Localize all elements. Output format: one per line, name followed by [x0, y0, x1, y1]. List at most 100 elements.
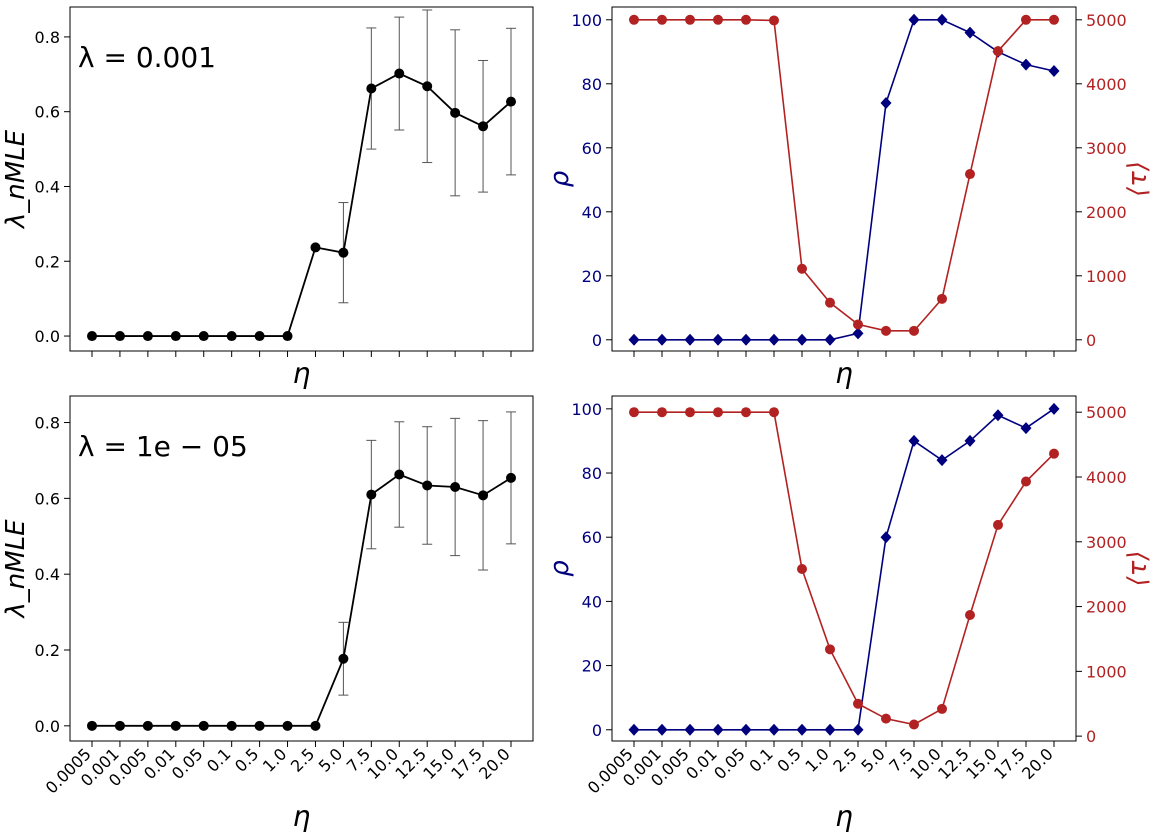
tau-point [797, 263, 807, 274]
y-right-tick-label: 2000 [1086, 203, 1127, 222]
rho-point [712, 333, 724, 346]
data-point [254, 720, 265, 731]
data-point [478, 490, 489, 501]
data-point [422, 480, 433, 491]
y-tick-label: 0.2 [35, 641, 60, 660]
lambda-annotation: λ = 1e − 05 [78, 430, 248, 463]
rho-point [880, 531, 892, 544]
tau-point [825, 644, 835, 655]
rho-point [1048, 65, 1060, 77]
x-tick-label: 0.5 [231, 744, 262, 775]
panel-top-right-rho-tau: 0 20 40 60 80 100 η ρ 0 1000 2000 3000 4000 5000 ⟨τ⟩ [545, 6, 1153, 390]
tau-line [634, 411, 1055, 726]
tau-point [909, 325, 919, 336]
data-point [310, 242, 321, 253]
y-tick-label: 0.2 [35, 252, 60, 271]
data-point [282, 331, 293, 342]
rho-point [1048, 402, 1060, 415]
x-tick-label: 5.0 [315, 744, 346, 775]
y-axis-label: ρ [545, 170, 575, 187]
data-point [87, 720, 97, 731]
y-tick-label: 0.4 [35, 177, 60, 196]
data-point [254, 331, 265, 342]
data-point [170, 720, 181, 731]
tau-point [1021, 14, 1031, 25]
data-point [198, 720, 209, 731]
tau-point [713, 14, 723, 25]
rho-point [712, 723, 724, 736]
data-point [506, 472, 516, 483]
rho-line [634, 408, 1055, 731]
rho-point [628, 723, 640, 736]
tau-point [825, 297, 835, 308]
data-point [282, 720, 293, 731]
x-tick-label: 0.1 [203, 744, 234, 775]
x-axis-label: η [293, 800, 311, 833]
data-point [226, 331, 237, 342]
y-tick-label: 80 [582, 75, 602, 94]
y-tick-label: 20 [582, 267, 602, 286]
data-point [478, 121, 489, 132]
y-right-tick-label: 0 [1086, 727, 1096, 746]
rho-point [824, 333, 836, 346]
data-point [142, 331, 153, 342]
tau-point [713, 407, 723, 418]
x-tick-label: 0.5 [773, 744, 804, 775]
y-tick-label: 0 [592, 331, 602, 350]
series-line [92, 473, 512, 727]
y-right-tick-label: 1000 [1086, 267, 1127, 286]
rho-point [964, 26, 976, 39]
y-tick-label: 80 [582, 464, 602, 483]
y-right-tick-label: 0 [1086, 331, 1096, 350]
tau-point [797, 563, 807, 574]
lambda-annotation: λ = 0.001 [78, 41, 216, 74]
data-point [338, 247, 349, 258]
y-right-tick-label: 3000 [1086, 533, 1127, 552]
tau-point [629, 407, 639, 418]
rho-point [656, 723, 668, 736]
rho-point [936, 13, 948, 26]
axes-frame [69, 395, 534, 742]
tau-point [629, 14, 639, 25]
x-axis-label: η [835, 357, 853, 390]
rho-point [852, 723, 864, 736]
tau-point [993, 519, 1003, 530]
y-tick-label: 40 [582, 592, 602, 611]
x-tick-label: 1.0 [259, 744, 290, 775]
tau-point [965, 609, 975, 620]
data-point [114, 331, 125, 342]
rho-point [684, 723, 696, 736]
y-tick-label: 0.4 [35, 565, 60, 584]
y-tick-label: 100 [571, 11, 602, 30]
tau-point [657, 14, 667, 25]
axes-frame [611, 395, 1077, 742]
rho-point [628, 333, 640, 346]
data-point [450, 481, 461, 492]
data-point [87, 331, 97, 342]
tau-point [853, 319, 863, 330]
tau-point [685, 14, 695, 25]
y-tick-label: 0.6 [35, 489, 60, 508]
y-tick-label: 40 [582, 203, 602, 222]
tau-point [657, 407, 667, 418]
axes-frame [69, 6, 534, 352]
rho-point [684, 333, 696, 346]
data-point [310, 720, 321, 731]
y-tick-label: 0.0 [35, 717, 60, 736]
x-tick-label: 20.0 [475, 744, 514, 783]
data-point [394, 469, 405, 480]
data-point [366, 83, 377, 94]
tau-point [769, 15, 779, 26]
x-tick-label: 20.0 [1018, 744, 1057, 783]
rho-point [908, 434, 920, 447]
data-point [366, 489, 377, 500]
rho-point [852, 327, 864, 340]
data-point [198, 331, 209, 342]
y-axis-label: λ_nMLE [1, 519, 31, 620]
data-point [170, 331, 181, 342]
y-tick-label: 0.6 [35, 103, 60, 122]
y-axis-label: ρ [545, 560, 575, 577]
y-right-tick-label: 2000 [1086, 598, 1127, 617]
y-right-axis-label: ⟨τ⟩ [1123, 161, 1153, 197]
